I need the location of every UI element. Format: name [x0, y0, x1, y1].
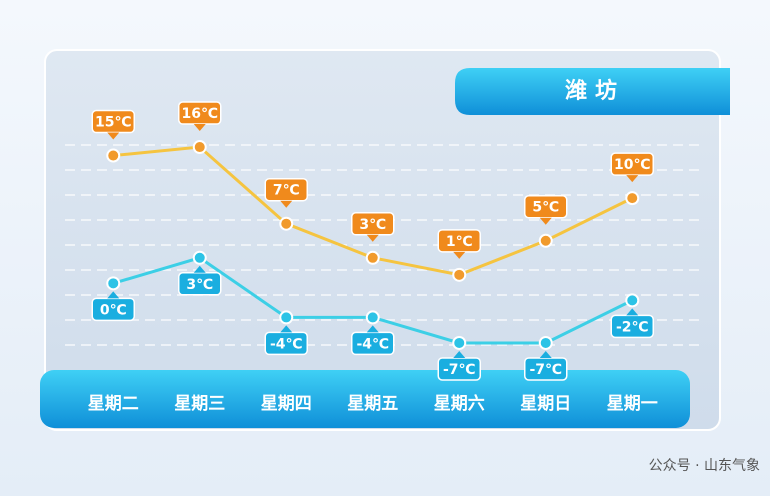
- point: [538, 335, 553, 350]
- label-pointer: [366, 234, 379, 242]
- value-label: 3℃: [359, 217, 386, 233]
- label-pointer: [280, 200, 293, 208]
- value-label: 7℃: [273, 183, 300, 199]
- label-pointer: [193, 265, 206, 273]
- label-pointer: [280, 325, 293, 333]
- label-pointer: [626, 308, 639, 316]
- label-pointer: [366, 325, 379, 333]
- value-label: 3℃: [186, 277, 213, 293]
- point: [452, 335, 467, 350]
- title-box: [455, 68, 730, 115]
- x-tick-label: 星期五: [347, 394, 398, 414]
- point: [192, 250, 207, 265]
- point: [279, 310, 294, 325]
- point: [106, 276, 121, 291]
- value-label: -7℃: [443, 362, 476, 378]
- category-band: [40, 370, 690, 428]
- value-label: -7℃: [529, 362, 562, 378]
- value-label: 0℃: [100, 302, 127, 318]
- value-label-box: 3℃: [351, 212, 395, 242]
- value-label-box: -2℃: [610, 308, 654, 339]
- point: [106, 148, 121, 163]
- point: [192, 140, 207, 155]
- value-label: -4℃: [356, 336, 389, 352]
- point: [538, 233, 553, 248]
- point: [279, 216, 294, 231]
- value-label-box: 15℃: [91, 109, 135, 140]
- value-label: 16℃: [182, 106, 218, 122]
- value-label: -2℃: [616, 319, 649, 335]
- point: [625, 191, 640, 206]
- value-label: 10℃: [614, 157, 650, 173]
- value-label-box: -7℃: [524, 350, 568, 381]
- watermark: 公众号 · 山东气象: [649, 458, 760, 474]
- value-label-box: -7℃: [437, 350, 481, 381]
- value-label-box: 7℃: [264, 177, 308, 208]
- value-label-box: 1℃: [437, 229, 481, 259]
- value-label: 15℃: [95, 115, 131, 131]
- point: [452, 267, 467, 282]
- label-pointer: [539, 217, 552, 225]
- value-label-box: 0℃: [91, 291, 135, 322]
- value-label-box: 16℃: [178, 101, 222, 132]
- x-tick-label: 星期一: [607, 394, 658, 414]
- point: [365, 250, 380, 265]
- x-tick-label: 星期三: [174, 394, 225, 414]
- value-label: -4℃: [270, 336, 303, 352]
- point: [625, 293, 640, 308]
- value-label-box: -4℃: [264, 325, 308, 356]
- label-pointer: [107, 291, 120, 299]
- point: [365, 310, 380, 325]
- value-label-box: 3℃: [178, 265, 222, 296]
- label-pointer: [539, 350, 552, 358]
- x-tick-label: 星期六: [434, 393, 485, 414]
- value-label: 1℃: [446, 234, 473, 250]
- label-pointer: [453, 350, 466, 358]
- value-label: 5℃: [532, 200, 559, 216]
- label-pointer: [107, 132, 120, 140]
- value-label-box: 10℃: [610, 152, 654, 183]
- x-tick-label: 星期日: [520, 394, 571, 414]
- value-label-box: 5℃: [524, 194, 568, 225]
- chart-title: 潍坊: [565, 78, 625, 104]
- label-pointer: [626, 175, 639, 183]
- label-pointer: [193, 124, 206, 132]
- x-tick-label: 星期四: [261, 394, 312, 414]
- x-tick-label: 星期二: [88, 394, 139, 414]
- label-pointer: [453, 251, 466, 259]
- value-label-box: -4℃: [351, 325, 395, 356]
